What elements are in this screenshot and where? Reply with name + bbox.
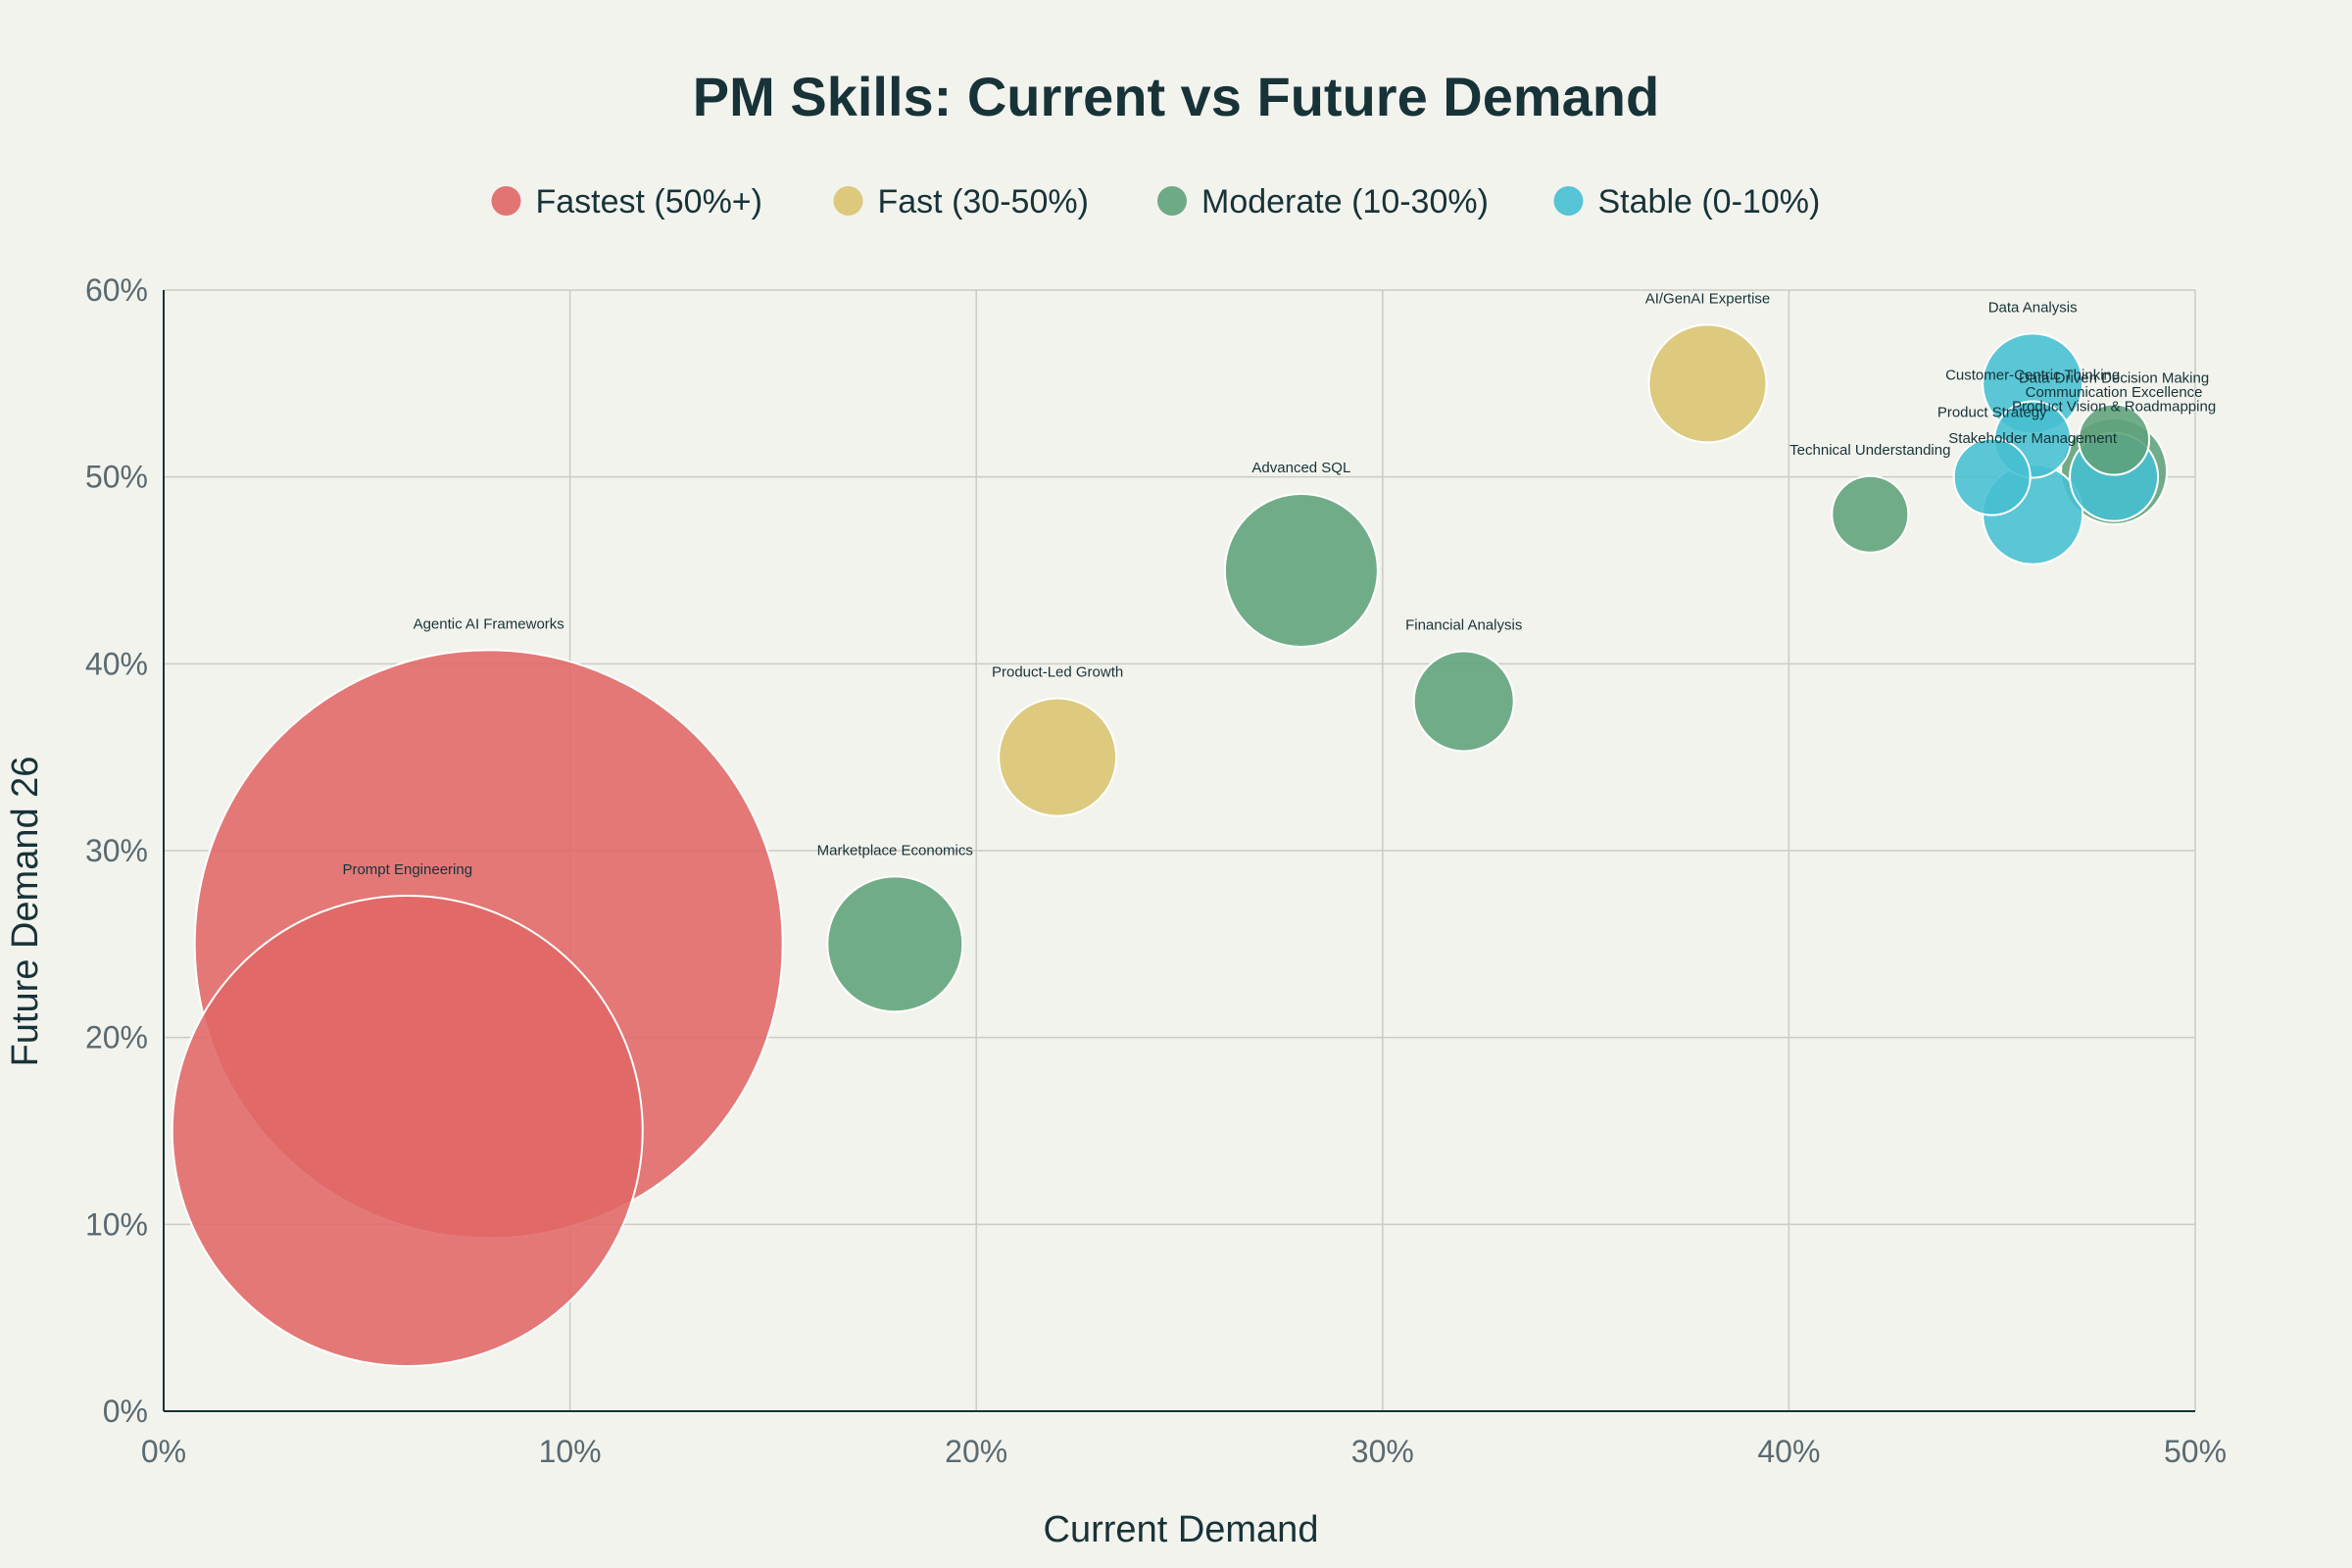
point-label-agentic-ai-frameworks: Agentic AI Frameworks	[414, 615, 564, 632]
point-label-product-vision-roadmapping: Product Vision & Roadmapping	[2012, 399, 2216, 416]
x-tick-label: 50%	[2164, 1434, 2227, 1469]
y-tick-label: 20%	[85, 1020, 148, 1055]
legend-swatch-stable	[1553, 186, 1584, 216]
bubbles	[171, 323, 2169, 1367]
point-label-technical-understanding: Technical Understanding	[1789, 442, 1950, 459]
y-tick-label: 10%	[85, 1206, 148, 1242]
tick-labels: 0% 10% 20% 30% 40% 50% 0% 10% 20% 30% 40% 50% 60%	[85, 272, 2227, 1469]
point-label-product-led-growth: Product-Led Growth	[992, 664, 1123, 681]
x-tick-label: 10%	[539, 1434, 602, 1469]
x-tick-label: 30%	[1351, 1434, 1414, 1469]
x-tick-label: 20%	[945, 1434, 1007, 1469]
point-label-data-analysis: Data Analysis	[1988, 299, 2078, 316]
legend-swatch-fast	[833, 186, 863, 216]
bubble-data-driven-decision-making	[2078, 403, 2151, 476]
y-tick-label: 0%	[103, 1394, 148, 1429]
x-axis-label: Current Demand	[1044, 1509, 1319, 1550]
legend-label-moderate: Moderate (10-30%)	[1201, 183, 1489, 220]
point-label-customer-centric-thinking: Customer-Centric Thinking	[1945, 368, 2120, 384]
bubble-technical-understanding	[1831, 474, 1910, 554]
x-tick-label: 0%	[141, 1434, 186, 1469]
y-tick-label: 50%	[85, 460, 148, 495]
point-label-stakeholder-management: Stakeholder Management	[1948, 430, 2118, 447]
chart-title: PM Skills: Current vs Future Demand	[693, 66, 1659, 127]
point-label-financial-analysis: Financial Analysis	[1405, 616, 1522, 633]
bubble-financial-analysis	[1412, 650, 1515, 753]
x-tick-label: 40%	[1757, 1434, 1820, 1469]
point-label-prompt-engineering: Prompt Engineering	[342, 861, 472, 878]
point-label-advanced-sql: Advanced SQL	[1251, 460, 1350, 476]
bubble-product-led-growth	[998, 697, 1118, 817]
legend-label-fast: Fast (30-50%)	[878, 183, 1089, 220]
legend-swatch-fastest	[491, 186, 521, 216]
y-axis-label: Future Demand 26	[5, 757, 46, 1067]
legend-swatch-moderate	[1157, 186, 1187, 216]
legend: Fastest (50%+) Fast (30-50%) Moderate (10-…	[491, 183, 1821, 220]
bubble-ai-genai-expertise	[1647, 323, 1768, 444]
point-label-product-strategy: Product Strategy	[1937, 405, 2047, 421]
y-tick-label: 60%	[85, 272, 148, 308]
y-tick-label: 40%	[85, 646, 148, 681]
bubble-advanced-sql	[1223, 493, 1379, 648]
bubble-prompt-engineering	[171, 895, 644, 1367]
point-label-ai-genai-expertise: AI/GenAI Expertise	[1645, 290, 1771, 307]
y-tick-label: 30%	[85, 833, 148, 868]
bubble-marketplace-economics	[826, 875, 964, 1013]
legend-label-stable: Stable (0-10%)	[1598, 183, 1821, 220]
point-label-marketplace-economics: Marketplace Economics	[817, 842, 973, 858]
legend-label-fastest: Fastest (50%+)	[536, 183, 762, 220]
point-label-communication-excellence: Communication Excellence	[2026, 384, 2203, 401]
point-label-data-driven-decision-making: Data-Driven Decision Making	[2019, 370, 2209, 387]
point-labels: Agentic AI Frameworks Prompt Engineering A…	[342, 290, 2216, 878]
axes	[163, 290, 2195, 1412]
bubble-product-strategy	[1952, 437, 2032, 516]
